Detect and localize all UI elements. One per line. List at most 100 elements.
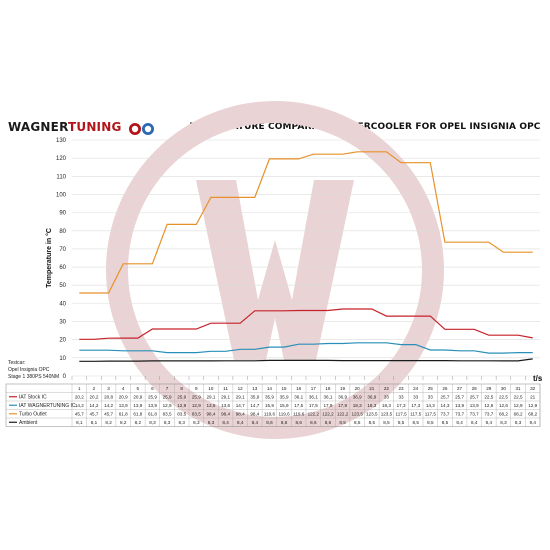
data-label: 8,3 [193, 420, 200, 425]
x-tick-label: 3 [107, 386, 110, 391]
x-tick-label: 6 [151, 386, 154, 391]
series-line-4 [79, 358, 533, 362]
y-tick-label: 30 [59, 320, 66, 326]
data-label: 8,2 [105, 420, 112, 425]
data-label: 8,5 [442, 420, 449, 425]
data-label: 29,1 [221, 394, 230, 399]
chart-grid [71, 139, 541, 380]
testcar-line: Testcar: [8, 360, 26, 366]
data-label: 15,9 [265, 403, 274, 408]
y-tick-label: 70 [59, 247, 66, 253]
data-label: 20,2 [89, 394, 98, 399]
series-line-3 [79, 151, 533, 294]
data-label: 13,6 [206, 403, 215, 408]
y-tick-label: 10 [59, 356, 66, 362]
x-tick-label: 5 [137, 386, 140, 391]
data-label: 35,9 [265, 394, 274, 399]
data-label: 8,5 [369, 420, 376, 425]
series-line-2 [79, 342, 533, 354]
data-label: 29,1 [206, 394, 215, 399]
data-label: 18,3 [353, 403, 362, 408]
x-tick-label: 26 [442, 386, 448, 391]
legend-entry: IAT WAGNERTUNING IC [19, 403, 76, 409]
x-axis-unit-label: t/s [533, 374, 543, 383]
data-label: 8,6 [281, 420, 288, 425]
data-label: 36,9 [353, 394, 362, 399]
y-tick-label: 0 [63, 374, 67, 380]
data-label: 8,6 [295, 420, 302, 425]
y-tick-label: 90 [59, 211, 66, 217]
x-tick-label: 19 [340, 386, 346, 391]
data-label: 13,9 [133, 403, 142, 408]
data-label: 98,4 [221, 411, 230, 416]
data-label: 98,4 [206, 411, 215, 416]
data-label: 61,8 [133, 411, 142, 416]
data-label: 12,6 [484, 403, 493, 408]
x-tick-label: 16 [296, 386, 302, 391]
data-label: 33 [428, 394, 434, 399]
data-label: 29,1 [236, 394, 245, 399]
data-label: 15,9 [280, 403, 289, 408]
testcar-line: Stage 1 380PS 540NM [8, 374, 59, 380]
data-label: 17,5 [294, 403, 303, 408]
data-label: 8,1 [91, 420, 98, 425]
x-tick-label: 1 [78, 386, 81, 391]
y-tick-label: 40 [59, 301, 66, 307]
data-label: 73,7 [484, 411, 493, 416]
x-tick-label: 10 [208, 386, 214, 391]
data-label: 14,7 [250, 403, 259, 408]
data-label: 14,2 [89, 403, 98, 408]
data-label: 122,2 [337, 411, 349, 416]
data-label: 20,8 [104, 394, 113, 399]
x-tick-label: 31 [516, 386, 522, 391]
data-label: 20,9 [119, 394, 128, 399]
data-label: 13,9 [470, 403, 479, 408]
data-label: 12,9 [163, 403, 172, 408]
data-label: 8,6 [310, 420, 317, 425]
y-tick-label: 80 [59, 229, 66, 235]
series-line-1 [79, 308, 533, 340]
watermark-logo-icon [106, 101, 444, 439]
data-label: 83,5 [192, 411, 201, 416]
data-label: 8,4 [222, 420, 229, 425]
data-label: 119,6 [264, 411, 276, 416]
data-label: 22,5 [499, 394, 508, 399]
data-label: 8,5 [354, 420, 361, 425]
x-tick-label: 12 [238, 386, 244, 391]
data-label: 119,6 [293, 411, 305, 416]
data-label: 33 [399, 394, 405, 399]
data-label: 8,2 [135, 420, 142, 425]
data-label: 123,5 [366, 411, 378, 416]
x-tick-label: 7 [166, 386, 169, 391]
data-label: 45,7 [75, 411, 84, 416]
data-label: 8,4 [237, 420, 244, 425]
data-label: 45,7 [104, 411, 113, 416]
x-tick-label: 21 [369, 386, 375, 391]
legend-entry: IAT Stock IC [19, 395, 47, 401]
data-label: 17,9 [323, 403, 332, 408]
x-tick-label: 9 [195, 386, 198, 391]
brand-name-part1: WAGNER [8, 120, 68, 134]
data-label: 20,2 [75, 394, 84, 399]
y-tick-label: 110 [56, 174, 66, 180]
brand-badge-icon [128, 123, 154, 135]
data-label: 25,9 [163, 394, 172, 399]
x-tick-label: 14 [267, 386, 273, 391]
data-label: 8,5 [398, 420, 405, 425]
data-label: 68,2 [514, 411, 523, 416]
data-label: 14,7 [236, 403, 245, 408]
x-tick-label: 32 [530, 386, 536, 391]
data-label: 36,1 [323, 394, 332, 399]
data-label: 17,9 [338, 403, 347, 408]
data-label: 22,5 [514, 394, 523, 399]
data-label: 33 [384, 394, 390, 399]
data-label: 14,3 [426, 403, 435, 408]
data-label: 36,1 [294, 394, 303, 399]
data-label: 35,9 [250, 394, 259, 399]
data-label: 68,2 [528, 411, 537, 416]
brand-logo: WAGNERTUNING [8, 120, 154, 135]
data-label: 68,2 [499, 411, 508, 416]
data-label: 13,9 [455, 403, 464, 408]
y-axis-label: Temperature in °C [45, 228, 53, 288]
